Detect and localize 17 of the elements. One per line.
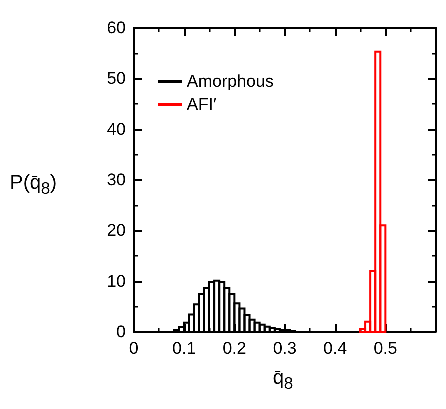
x-tick-label: 0.2 [222, 339, 246, 358]
legend-label: Amorphous [187, 72, 274, 91]
y-tick-label: 60 [107, 18, 126, 38]
y-tick-label: 20 [107, 221, 126, 240]
y-tick-label: 10 [107, 272, 126, 291]
x-tick-label: 0.1 [172, 339, 196, 358]
legend-label: AFI′ [187, 95, 217, 114]
x-axis-title: q̄$_{8}$ [273, 367, 294, 393]
y-tick-label: 30 [107, 170, 126, 190]
y-tick-label: 50 [107, 69, 126, 88]
x-tick-label: 0 [129, 339, 139, 358]
y-tick-label: 0 [116, 322, 126, 342]
y-tick-label: 40 [107, 120, 126, 139]
x-tick-label: 0.4 [324, 339, 348, 358]
x-tick-label: 0.3 [273, 339, 297, 358]
x-tick-label: 0.5 [374, 339, 398, 358]
y-axis-title: P(q̄$_{8}$) [10, 172, 58, 198]
